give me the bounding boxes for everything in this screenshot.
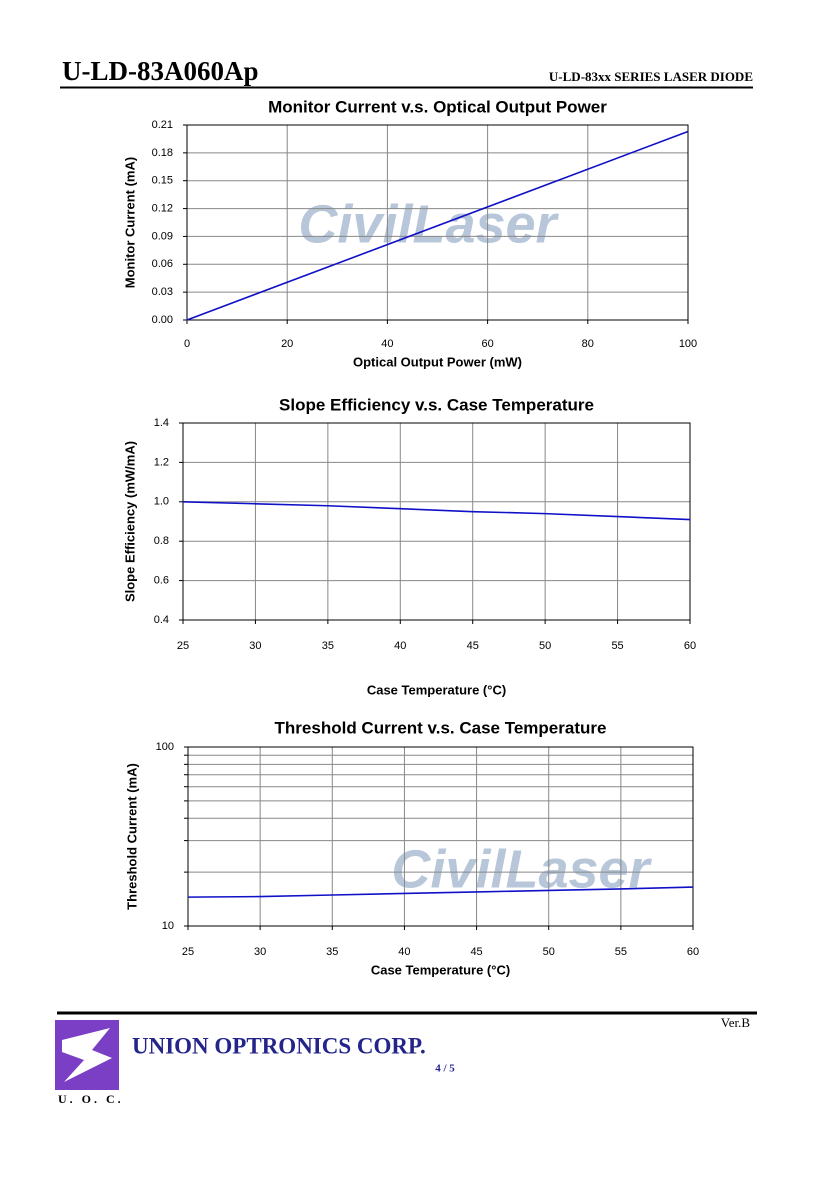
y-tick-label: 1.4	[154, 417, 169, 429]
x-tick-label: 30	[249, 640, 261, 652]
x-axis-label: Case Temperature (°C)	[371, 962, 510, 977]
doc-subtitle: U-LD-83xx SERIES LASER DIODE	[549, 69, 753, 84]
x-tick-label: 80	[582, 338, 594, 350]
chart-title: Slope Efficiency v.s. Case Temperature	[279, 395, 594, 414]
y-tick-label: 0.8	[154, 535, 169, 547]
y-tick-label: 0.15	[152, 175, 173, 187]
doc-title: U-LD-83A060Ap	[62, 56, 259, 86]
x-tick-label: 0	[184, 338, 190, 350]
data-line	[186, 130, 689, 321]
version: Ver.B	[721, 1015, 751, 1030]
y-tick-label: 1.2	[154, 456, 169, 468]
x-tick-label: 60	[684, 640, 696, 652]
data-line	[187, 886, 694, 898]
x-tick-label: 40	[394, 640, 406, 652]
y-tick-label: 0.09	[152, 230, 173, 242]
y-tick-label: 0.03	[152, 286, 173, 298]
x-tick-label: 45	[470, 946, 482, 958]
y-tick-label: 0.18	[152, 147, 173, 159]
x-axis-label: Optical Output Power (mW)	[353, 354, 522, 369]
x-axis-label: Case Temperature (°C)	[367, 682, 506, 697]
chart-title: Monitor Current v.s. Optical Output Powe…	[268, 97, 607, 116]
plot-frame	[187, 746, 694, 927]
chart-title: Threshold Current v.s. Case Temperature	[275, 718, 607, 737]
y-tick-label: 0.21	[152, 119, 173, 131]
x-tick-label: 100	[679, 338, 697, 350]
x-tick-label: 35	[326, 946, 338, 958]
logo	[55, 1020, 119, 1090]
page-number: 4 / 5	[435, 1063, 455, 1075]
x-tick-label: 35	[322, 640, 334, 652]
x-tick-label: 55	[615, 946, 627, 958]
y-axis-label: Monitor Current (mA)	[122, 157, 137, 288]
plot-frame	[182, 422, 691, 621]
y-tick-label: 0.06	[152, 258, 173, 270]
company-name: UNION OPTRONICS CORP.	[132, 1033, 426, 1058]
x-tick-label: 40	[381, 338, 393, 350]
logo-bolt	[62, 1028, 112, 1082]
logo-text: U. O. C.	[58, 1092, 124, 1106]
y-tick-label: 0.12	[152, 202, 173, 214]
y-tick-label: 0.00	[152, 314, 173, 326]
watermark: CivilLaser	[298, 194, 559, 254]
y-axis-label: Slope Efficiency (mW/mA)	[122, 441, 137, 602]
x-tick-label: 60	[687, 946, 699, 958]
x-tick-label: 50	[543, 946, 555, 958]
x-tick-label: 45	[467, 640, 479, 652]
plot-frame	[186, 124, 689, 321]
x-tick-label: 20	[281, 338, 293, 350]
x-tick-label: 30	[254, 946, 266, 958]
y-tick-label: 0.6	[154, 575, 169, 587]
y-tick-label: 100	[156, 741, 174, 753]
y-axis-label: Threshold Current (mA)	[124, 763, 139, 910]
x-tick-label: 50	[539, 640, 551, 652]
y-tick-label: 10	[162, 920, 174, 932]
data-line	[182, 501, 691, 521]
x-tick-label: 55	[611, 640, 623, 652]
x-tick-label: 60	[481, 338, 493, 350]
x-tick-label: 25	[182, 946, 194, 958]
x-tick-label: 25	[177, 640, 189, 652]
y-tick-label: 0.4	[154, 614, 169, 626]
y-tick-label: 1.0	[154, 496, 169, 508]
x-tick-label: 40	[398, 946, 410, 958]
